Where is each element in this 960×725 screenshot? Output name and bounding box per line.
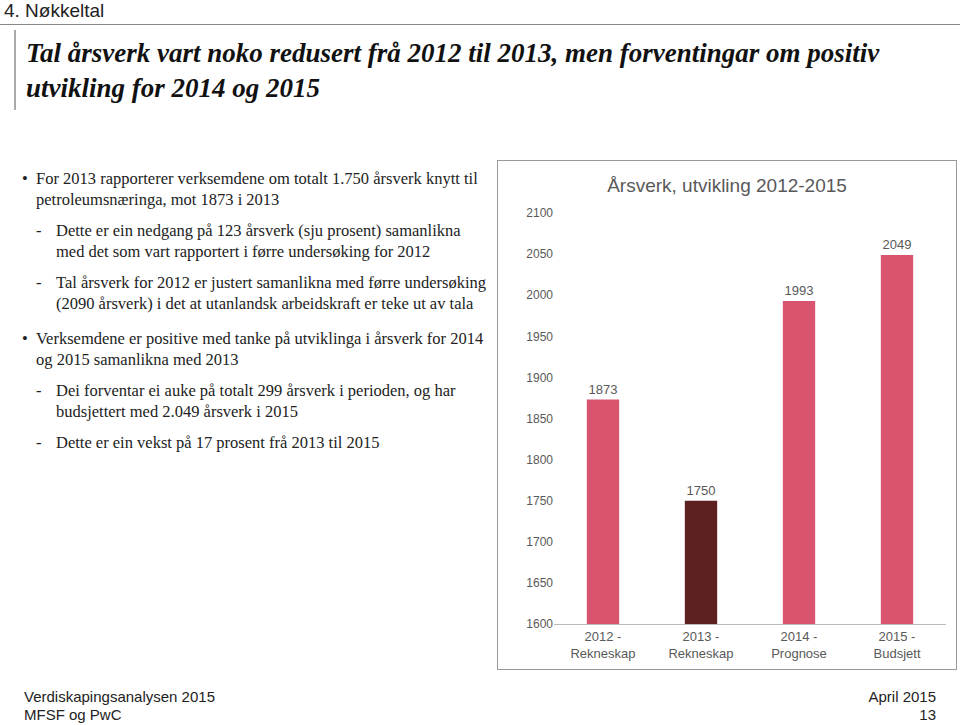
svg-text:1700: 1700 [526, 535, 553, 549]
svg-text:2049: 2049 [883, 237, 912, 252]
svg-text:2000: 2000 [526, 288, 553, 302]
svg-text:1750: 1750 [526, 494, 553, 508]
svg-text:1650: 1650 [526, 576, 553, 590]
svg-text:2014 -Prognose: 2014 -Prognose [771, 629, 827, 661]
html-text:Dette er ein vekst på 17 prose: Dette er ein vekst på 17 prosent frå 201… [56, 433, 380, 452]
svg-text:1950: 1950 [526, 330, 553, 344]
svg-text:1800: 1800 [526, 453, 553, 467]
html-text:4. Nøkkeltal: 4. Nøkkeltal [4, 0, 105, 21]
html-text:Verksemdene er positive med ta: Verksemdene er positive med tanke på utv… [36, 329, 484, 369]
html-text:April 2015: April 2015 [868, 688, 936, 705]
svg-text:2013 -Rekneskap: 2013 -Rekneskap [668, 629, 733, 661]
svg-text:2015 -Budsjett: 2015 -Budsjett [874, 629, 921, 661]
svg-text:2012 -Rekneskap: 2012 -Rekneskap [570, 629, 635, 661]
svg-text:1873: 1873 [589, 382, 618, 397]
html-text:For 2013 rapporterer verksemde: For 2013 rapporterer verksemdene om tota… [36, 169, 478, 209]
svg-text:1750: 1750 [687, 483, 716, 498]
html-text:Tal årsverk for 2012 er juster: Tal årsverk for 2012 er justert samanlik… [56, 273, 486, 313]
svg-text:1993: 1993 [785, 283, 814, 298]
svg-text:1900: 1900 [526, 371, 553, 385]
html-text:Verdiskapingsanalysen 2015: Verdiskapingsanalysen 2015 [24, 688, 215, 705]
svg-text:1850: 1850 [526, 412, 553, 426]
html-text:MFSF og PwC: MFSF og PwC [24, 706, 122, 723]
svg-text:2050: 2050 [526, 247, 553, 261]
svg-text:Årsverk, utvikling 2012-2015: Årsverk, utvikling 2012-2015 [607, 175, 847, 196]
svg-text:2100: 2100 [526, 206, 553, 220]
html-text:Dette er ein nedgang på 123 år: Dette er ein nedgang på 123 årsverk (sju… [56, 221, 461, 261]
svg-text:1600: 1600 [526, 617, 553, 631]
html-text:13: 13 [919, 706, 936, 723]
html-text:Tal årsverk vart noko redusert: Tal årsverk vart noko redusert frå 2012 … [26, 38, 880, 103]
html-text:Dei forventar ei auke på total: Dei forventar ei auke på totalt 299 årsv… [56, 381, 456, 421]
